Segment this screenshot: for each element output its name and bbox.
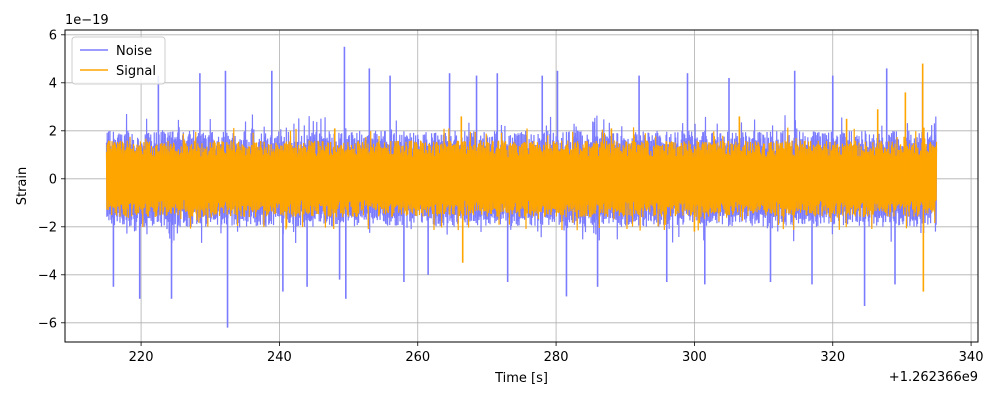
x-tick-label: 340: [959, 350, 984, 365]
x-tick-label: 260: [405, 350, 430, 365]
ticks: 220 240 260 280 300 320 340 −6 −4 −2 0 2 4 6: [38, 28, 984, 365]
y-tick-label: 6: [49, 28, 57, 43]
y-tick-label: 0: [49, 172, 57, 187]
legend-label: Signal: [116, 64, 156, 79]
y-scale-label: 1e−19: [65, 13, 109, 28]
x-offset-label: +1.262366e9: [889, 370, 978, 385]
x-tick-label: 300: [682, 350, 707, 365]
x-tick-label: 280: [544, 350, 569, 365]
legend-box: [71, 36, 166, 85]
plot-series: [105, 46, 938, 328]
series-line-signal: [105, 127, 938, 231]
y-axis-label: Strain: [15, 167, 30, 206]
x-axis-label: Time [s]: [494, 371, 548, 386]
series-signal: [105, 63, 938, 292]
y-tick-label: 4: [49, 76, 57, 91]
y-tick-label: −6: [38, 316, 57, 331]
y-tick-label: 2: [49, 124, 57, 139]
legend-label: Noise: [116, 44, 152, 59]
x-tick-label: 320: [820, 350, 845, 365]
axes-frame: [64, 29, 979, 343]
y-tick-label: −4: [38, 268, 57, 283]
y-tick-label: −2: [38, 220, 57, 235]
series-noise: [105, 46, 938, 328]
legend: Noise Signal: [71, 36, 166, 85]
x-tick-label: 240: [267, 350, 292, 365]
x-tick-label: 220: [129, 350, 154, 365]
